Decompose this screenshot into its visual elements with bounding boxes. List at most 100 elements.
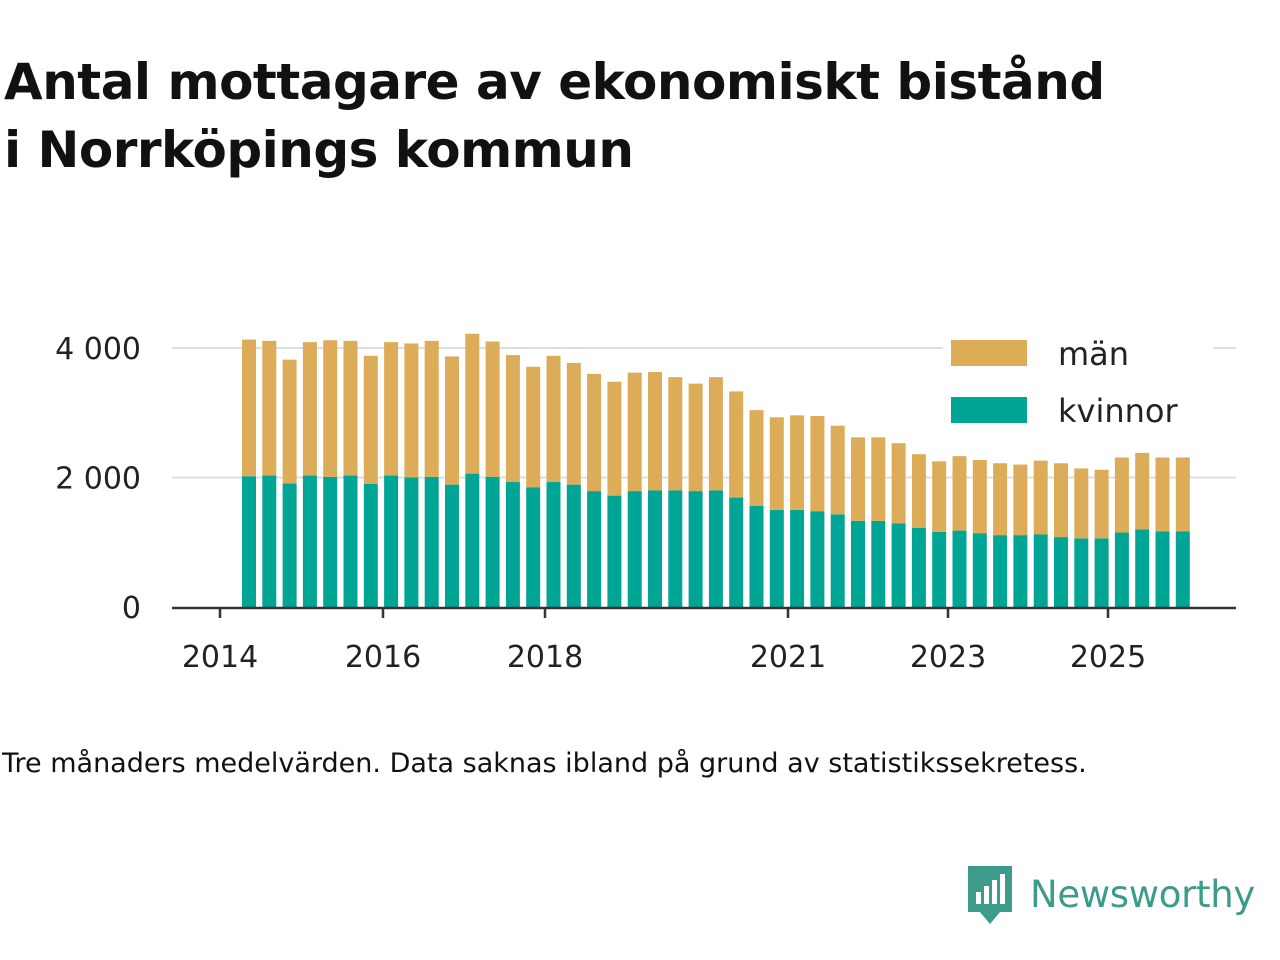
x-tick-label: 2025 <box>1070 640 1146 675</box>
bar-man <box>952 456 967 531</box>
bar-man <box>708 377 723 491</box>
bar-kvinnor <box>668 490 683 607</box>
bar-man <box>1033 460 1048 535</box>
bar-kvinnor <box>343 475 358 607</box>
bar-man <box>262 340 277 476</box>
bar-man <box>851 437 865 521</box>
x-tick-label: 2014 <box>182 640 258 675</box>
bar-kvinnor <box>546 482 561 607</box>
bar-kvinnor <box>810 511 825 607</box>
brand-name: Newsworthy <box>1030 872 1255 916</box>
bar-man <box>1175 457 1190 532</box>
footnote: Tre månaders medelvärden. Data saknas ib… <box>2 748 1087 779</box>
bar-kvinnor <box>302 475 317 607</box>
chart-title: Antal mottagare av ekonomiskt bistånd i … <box>4 48 1105 184</box>
bar-man <box>1155 457 1170 532</box>
bar-kvinnor <box>708 490 723 607</box>
bar-kvinnor <box>972 533 987 607</box>
bar-kvinnor <box>952 530 967 607</box>
x-tick-label: 2018 <box>507 640 583 675</box>
newsworthy-logo-icon <box>968 866 1012 924</box>
legend: män kvinnor <box>943 330 1213 438</box>
bar-man <box>911 454 926 529</box>
bar-man <box>465 333 480 474</box>
bar-man <box>769 417 784 510</box>
bar-man <box>810 415 825 512</box>
chart-title-line-2: i Norrköpings kommun <box>4 121 634 179</box>
bar-man <box>627 372 642 492</box>
bar-man <box>384 342 399 476</box>
bar-kvinnor <box>1175 531 1190 607</box>
bar-kvinnor <box>587 491 602 607</box>
bar-man <box>729 391 744 498</box>
bar-kvinnor <box>526 487 541 607</box>
x-tick-label: 2016 <box>345 640 421 675</box>
bar-man <box>485 341 500 477</box>
bar-kvinnor <box>1074 538 1089 607</box>
bar-man <box>404 343 419 478</box>
bar-man <box>587 373 602 492</box>
bar-kvinnor <box>688 491 703 607</box>
bar-man <box>343 340 358 476</box>
bar-man <box>830 425 845 515</box>
bar-kvinnor <box>323 476 338 607</box>
stacked-bar-chart: 0 2 000 4 000 2014 2016 2018 2021 2023 2025 män k… <box>55 330 1236 675</box>
bar-man <box>648 371 662 491</box>
bar-kvinnor <box>424 476 439 607</box>
bar-kvinnor <box>607 495 622 607</box>
bar-man <box>932 461 947 532</box>
bar-kvinnor <box>1114 532 1129 607</box>
bar-kvinnor <box>993 535 1008 607</box>
bar-kvinnor <box>1054 537 1068 607</box>
y-tick-label: 4 000 <box>55 332 141 367</box>
chart-title-line-1: Antal mottagare av ekonomiskt bistånd <box>4 53 1105 111</box>
bar-man <box>363 355 378 484</box>
bar-kvinnor <box>384 475 399 607</box>
bar-kvinnor <box>911 528 926 607</box>
bar-kvinnor <box>769 509 784 607</box>
bar-man <box>668 377 683 491</box>
bar-kvinnor <box>262 475 277 607</box>
bar-man <box>302 342 317 476</box>
bar-kvinnor <box>242 476 256 607</box>
bar-man <box>1094 469 1109 539</box>
bar-kvinnor <box>830 514 845 607</box>
x-tick-label: 2021 <box>750 640 826 675</box>
brand-logo: Newsworthy <box>964 862 1255 926</box>
bar-man <box>790 415 805 510</box>
bars <box>242 333 1190 607</box>
bar-kvinnor <box>282 483 297 607</box>
legend-swatch <box>951 340 1027 366</box>
y-tick-label: 0 <box>122 591 141 626</box>
bar-man <box>871 437 886 521</box>
bar-man <box>1054 463 1068 538</box>
bar-man <box>1074 468 1089 539</box>
bar-man <box>546 355 561 483</box>
bar-kvinnor <box>932 531 947 607</box>
bar-kvinnor <box>729 497 744 607</box>
bar-man <box>749 410 764 506</box>
bar-man <box>1114 457 1129 533</box>
bar-kvinnor <box>1155 531 1170 607</box>
bar-man <box>242 339 256 477</box>
bar-kvinnor <box>871 520 886 607</box>
bar-man <box>566 362 581 485</box>
bar-man <box>424 340 439 477</box>
axes: 0 2 000 4 000 2014 2016 2018 2021 2023 2025 <box>55 332 1236 675</box>
bar-kvinnor <box>1094 538 1109 607</box>
bar-man <box>972 460 987 534</box>
legend-label: män <box>1058 335 1129 373</box>
bar-man <box>1013 464 1028 536</box>
bar-kvinnor <box>790 509 805 607</box>
bar-kvinnor <box>627 491 642 607</box>
bar-man <box>282 359 297 484</box>
bar-kvinnor <box>749 505 764 607</box>
bar-kvinnor <box>465 473 480 607</box>
bar-man <box>688 383 703 492</box>
bar-kvinnor <box>485 476 500 607</box>
bar-man <box>607 381 622 496</box>
bar-man <box>323 340 338 477</box>
bar-kvinnor <box>891 523 906 607</box>
bar-man <box>993 463 1008 536</box>
bar-kvinnor <box>1135 529 1150 607</box>
